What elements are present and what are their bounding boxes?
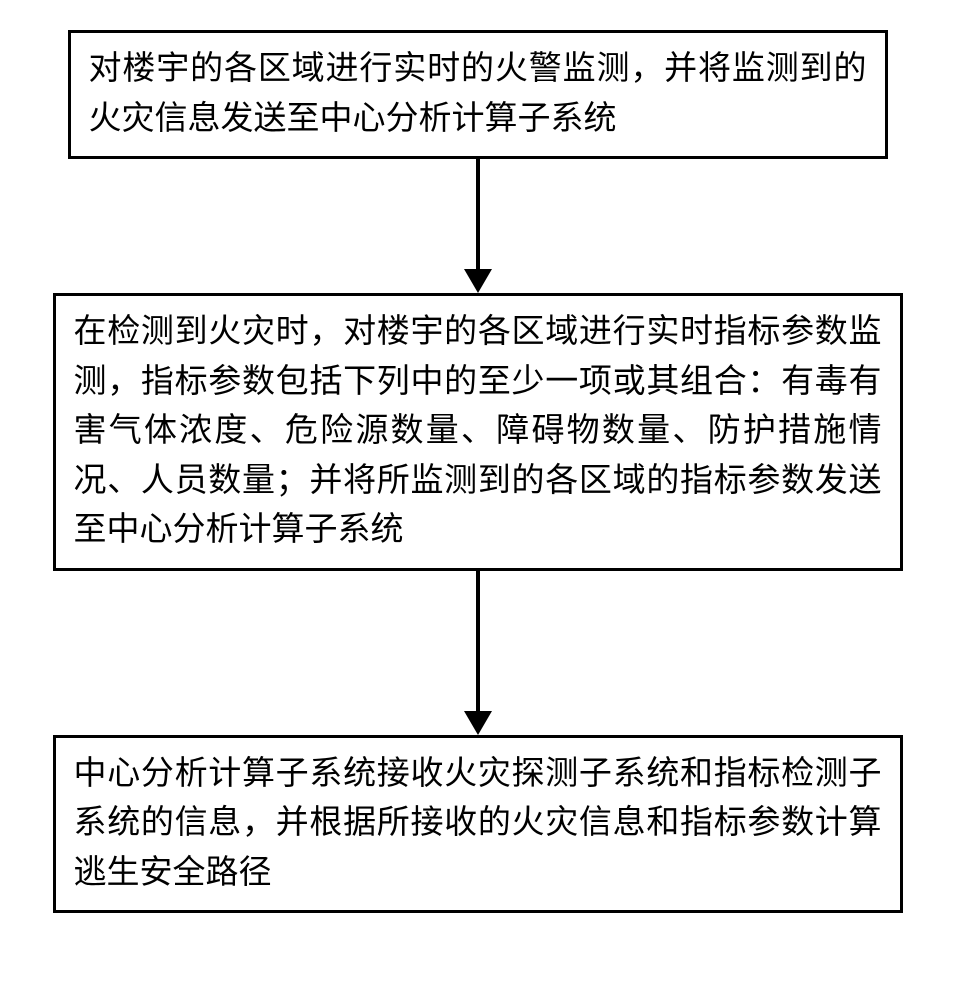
arrow-2 [464, 571, 492, 735]
arrow-line [476, 571, 480, 711]
flowchart-node-step1: 对楼宇的各区域进行实时的火警监测，并将监测到的火灾信息发送至中心分析计算子系统 [68, 30, 888, 159]
arrow-head-icon [464, 711, 492, 735]
arrow-1 [464, 159, 492, 293]
arrow-head-icon [464, 269, 492, 293]
arrow-line [476, 159, 480, 269]
node-text: 在检测到火灾时，对楼宇的各区域进行实时指标参数监测，指标参数包括下列中的至少一项… [74, 314, 882, 548]
node-text: 中心分析计算子系统接收火灾探测子系统和指标检测子系统的信息，并根据所接收的火灾信… [74, 756, 882, 891]
node-text: 对楼宇的各区域进行实时的火警监测，并将监测到的火灾信息发送至中心分析计算子系统 [89, 51, 867, 137]
flowchart-node-step2: 在检测到火灾时，对楼宇的各区域进行实时指标参数监测，指标参数包括下列中的至少一项… [53, 293, 903, 571]
flowchart-node-step3: 中心分析计算子系统接收火灾探测子系统和指标检测子系统的信息，并根据所接收的火灾信… [53, 735, 903, 914]
